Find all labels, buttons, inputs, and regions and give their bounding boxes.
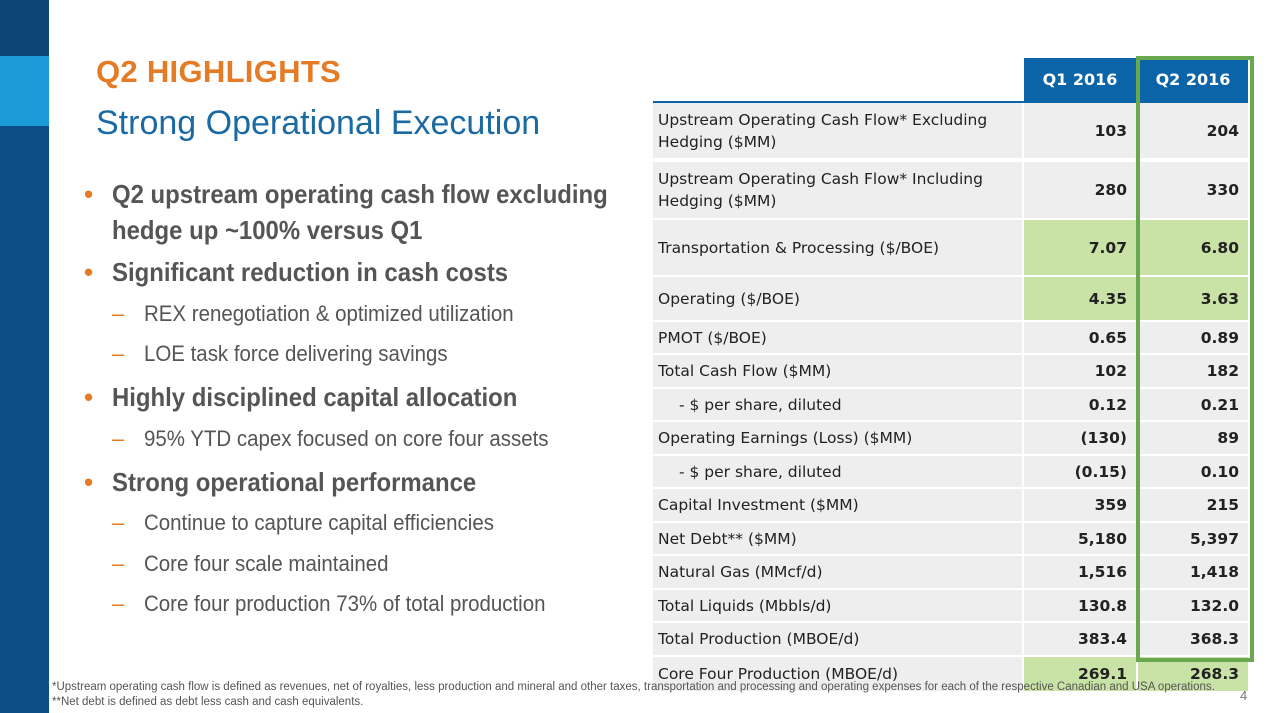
table-row: Upstream Operating Cash Flow* Including … bbox=[653, 162, 1248, 218]
dash-icon: – bbox=[112, 510, 125, 535]
value-q2: 89 bbox=[1138, 422, 1248, 454]
footnote-net-debt: **Net debt is defined as debt less cash … bbox=[52, 696, 364, 708]
table-row: Core Four Production (MBOE/d) 269.1 268.3 bbox=[653, 657, 1248, 691]
row-label: Natural Gas (MMcf/d) bbox=[653, 556, 1022, 588]
value-q1: 0.65 bbox=[1024, 322, 1136, 353]
row-label: Operating Earnings (Loss) ($MM) bbox=[653, 422, 1022, 454]
slide-title: Q2 HIGHLIGHTS bbox=[96, 54, 342, 89]
table-row: Natural Gas (MMcf/d) 1,516 1,418 bbox=[653, 556, 1248, 588]
value-q1: 1,516 bbox=[1024, 556, 1136, 588]
row-label: Transportation & Processing ($/BOE) bbox=[653, 220, 1022, 275]
row-label: Upstream Operating Cash Flow* Excluding … bbox=[653, 103, 1022, 158]
table-row: Upstream Operating Cash Flow* Excluding … bbox=[653, 103, 1248, 158]
dash-icon: – bbox=[112, 341, 125, 366]
bullet-dot-icon: • bbox=[84, 382, 94, 412]
row-label: PMOT ($/BOE) bbox=[653, 322, 1022, 353]
dash-icon: – bbox=[112, 551, 125, 576]
bullet-item: • Strong operational performance bbox=[84, 464, 508, 500]
bullet-item: • Highly disciplined capital allocation bbox=[84, 379, 553, 415]
value-q1: 383.4 bbox=[1024, 623, 1136, 655]
table-row: Operating Earnings (Loss) ($MM) (130) 89 bbox=[653, 422, 1248, 454]
value-q2: 1,418 bbox=[1138, 556, 1248, 588]
footnotes: *Upstream operating cash flow is defined… bbox=[52, 680, 1215, 710]
value-q2: 368.3 bbox=[1138, 623, 1248, 655]
table-row: Operating ($/BOE) 4.35 3.63 bbox=[653, 277, 1248, 320]
table-row: - $ per share, diluted 0.12 0.21 bbox=[653, 389, 1248, 420]
value-q1: 103 bbox=[1024, 103, 1136, 158]
page-number: 4 bbox=[1240, 688, 1248, 703]
footnote-cash-flow: *Upstream operating cash flow is defined… bbox=[52, 681, 1215, 693]
value-q2: 268.3 bbox=[1138, 657, 1248, 691]
value-q1: 130.8 bbox=[1024, 590, 1136, 621]
row-label: Core Four Production (MBOE/d) bbox=[653, 657, 1022, 691]
bullet-dot-icon: • bbox=[84, 257, 94, 287]
sub-bullet-item: – 95% YTD capex focused on core four ass… bbox=[112, 424, 579, 454]
row-label: Capital Investment ($MM) bbox=[653, 489, 1022, 521]
value-q1: (130) bbox=[1024, 422, 1136, 454]
table-row: PMOT ($/BOE) 0.65 0.89 bbox=[653, 322, 1248, 353]
dash-icon: – bbox=[112, 426, 125, 451]
value-q1: 0.12 bbox=[1024, 389, 1136, 420]
value-q2: 0.89 bbox=[1138, 322, 1248, 353]
sub-bullet-item: – Core four scale maintained bbox=[112, 549, 407, 579]
header-divider bbox=[653, 101, 1248, 103]
value-q2: 0.21 bbox=[1138, 389, 1248, 420]
sub-bullet-item: – REX renegotiation & optimized utilizat… bbox=[112, 299, 541, 329]
row-label: Total Cash Flow ($MM) bbox=[653, 355, 1022, 387]
row-label: Total Liquids (Mbbls/d) bbox=[653, 590, 1022, 621]
table-row: Net Debt** ($MM) 5,180 5,397 bbox=[653, 523, 1248, 554]
dash-icon: – bbox=[112, 591, 125, 616]
value-q2: 0.10 bbox=[1138, 456, 1248, 487]
bullet-item: • Q2 upstream operating cash flow exclud… bbox=[84, 176, 651, 248]
row-label: Net Debt** ($MM) bbox=[653, 523, 1022, 554]
value-q2: 330 bbox=[1138, 162, 1248, 218]
value-q1: 269.1 bbox=[1024, 657, 1136, 691]
table-row: - $ per share, diluted (0.15) 0.10 bbox=[653, 456, 1248, 487]
slide-subtitle: Strong Operational Execution bbox=[96, 104, 541, 142]
value-q2: 215 bbox=[1138, 489, 1248, 521]
value-q2: 3.63 bbox=[1138, 277, 1248, 320]
dash-icon: – bbox=[112, 301, 125, 326]
value-q1: 7.07 bbox=[1024, 220, 1136, 275]
sub-bullet-item: – Continue to capture capital efficienci… bbox=[112, 508, 520, 538]
value-q2: 204 bbox=[1138, 103, 1248, 158]
side-bar-top bbox=[0, 0, 49, 56]
side-accent bbox=[0, 56, 49, 126]
value-q2: 6.80 bbox=[1138, 220, 1248, 275]
row-label: - $ per share, diluted bbox=[653, 389, 1022, 420]
sub-bullet-item: – Core four production 73% of total prod… bbox=[112, 589, 576, 619]
table-row: Total Liquids (Mbbls/d) 130.8 132.0 bbox=[653, 590, 1248, 621]
table-row: Total Cash Flow ($MM) 102 182 bbox=[653, 355, 1248, 387]
column-header-q2: Q2 2016 bbox=[1138, 58, 1248, 101]
value-q2: 182 bbox=[1138, 355, 1248, 387]
value-q1: 280 bbox=[1024, 162, 1136, 218]
bullet-dot-icon: • bbox=[84, 467, 94, 497]
row-label: Total Production (MBOE/d) bbox=[653, 623, 1022, 655]
value-q1: 5,180 bbox=[1024, 523, 1136, 554]
value-q2: 5,397 bbox=[1138, 523, 1248, 554]
value-q1: (0.15) bbox=[1024, 456, 1136, 487]
value-q1: 102 bbox=[1024, 355, 1136, 387]
bullet-item: • Significant reduction in cash costs bbox=[84, 254, 543, 290]
column-header-q1: Q1 2016 bbox=[1024, 58, 1136, 101]
value-q1: 4.35 bbox=[1024, 277, 1136, 320]
row-label: Operating ($/BOE) bbox=[653, 277, 1022, 320]
row-label: Upstream Operating Cash Flow* Including … bbox=[653, 162, 1022, 218]
table-row: Total Production (MBOE/d) 383.4 368.3 bbox=[653, 623, 1248, 655]
table-row: Transportation & Processing ($/BOE) 7.07 6… bbox=[653, 220, 1248, 275]
value-q2: 132.0 bbox=[1138, 590, 1248, 621]
sub-bullet-item: – LOE task force delivering savings bbox=[112, 339, 471, 369]
bullet-dot-icon: • bbox=[84, 179, 94, 209]
row-label: - $ per share, diluted bbox=[653, 456, 1022, 487]
table-row: Capital Investment ($MM) 359 215 bbox=[653, 489, 1248, 521]
value-q1: 359 bbox=[1024, 489, 1136, 521]
